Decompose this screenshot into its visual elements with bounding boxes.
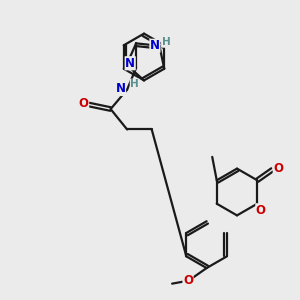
Text: O: O <box>256 204 266 217</box>
Text: O: O <box>79 98 88 110</box>
Text: O: O <box>273 162 283 175</box>
Text: O: O <box>183 274 193 287</box>
Text: H: H <box>130 79 139 89</box>
Text: N: N <box>150 39 160 52</box>
Text: N: N <box>116 82 125 95</box>
Text: N: N <box>125 57 135 70</box>
Text: H: H <box>162 37 170 47</box>
